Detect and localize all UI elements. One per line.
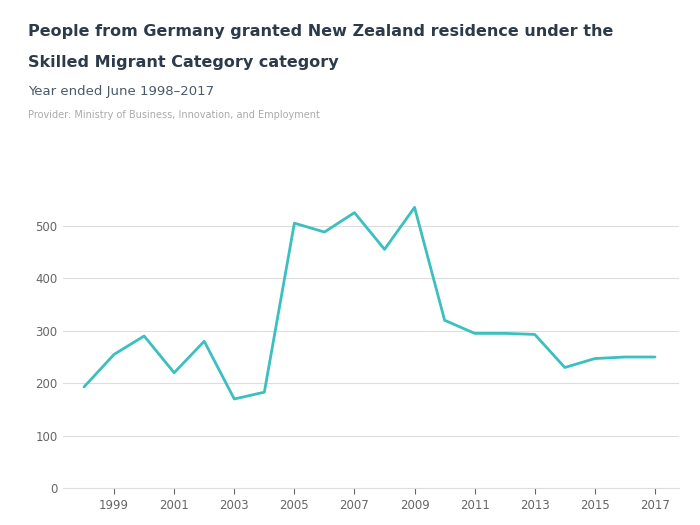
Text: Year ended June 1998–2017: Year ended June 1998–2017 [28,85,214,98]
Text: Provider: Ministry of Business, Innovation, and Employment: Provider: Ministry of Business, Innovati… [28,110,320,120]
Text: figure.nz: figure.nz [588,16,662,30]
Text: Skilled Migrant Category category: Skilled Migrant Category category [28,55,339,70]
Text: People from Germany granted New Zealand residence under the: People from Germany granted New Zealand … [28,24,613,39]
